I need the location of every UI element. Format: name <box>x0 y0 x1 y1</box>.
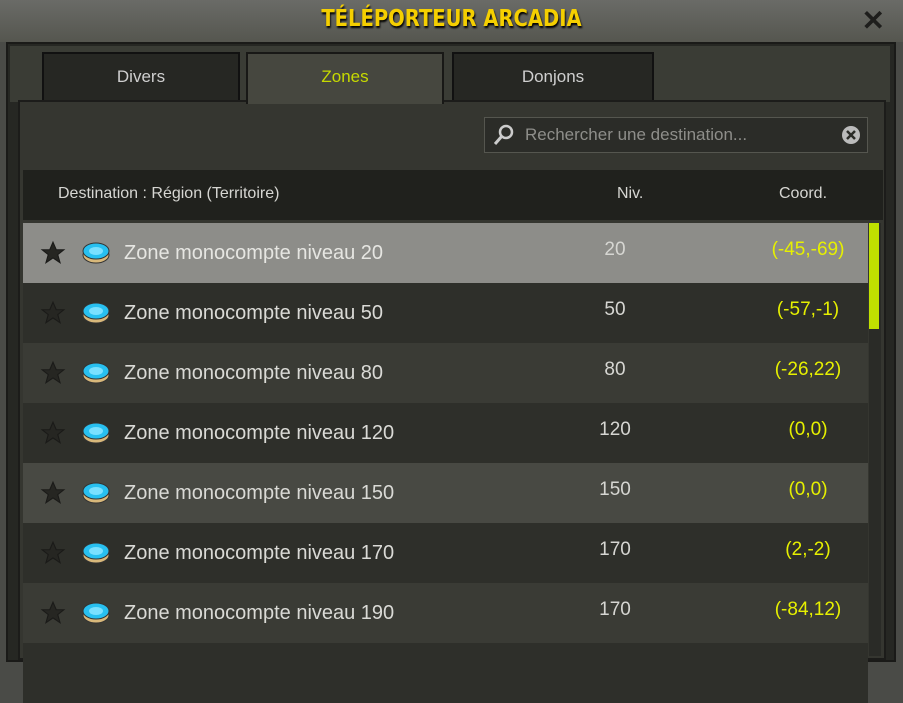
zaap-icon <box>82 602 110 624</box>
table-row[interactable]: Zone monocompte niveau 170 170 (2,-2) <box>23 523 868 583</box>
title-bar <box>0 0 903 42</box>
close-icon[interactable]: ✕ <box>861 5 885 36</box>
favorite-star-icon[interactable] <box>40 540 66 566</box>
destination-level: 170 <box>599 599 631 620</box>
favorite-star-icon[interactable] <box>40 360 66 386</box>
favorite-star-icon[interactable] <box>40 300 66 326</box>
destination-name: Zone monocompte niveau 20 <box>124 242 384 264</box>
destination-coord: (-45,-69) <box>771 239 845 260</box>
favorite-star-icon[interactable] <box>40 240 66 266</box>
search-icon <box>493 124 514 145</box>
favorite-star-icon[interactable] <box>40 420 66 446</box>
header-coord[interactable]: Coord. <box>779 185 828 202</box>
zaap-icon <box>82 362 110 384</box>
header-level[interactable]: Niv. <box>617 185 644 202</box>
destination-coord: (0,0) <box>788 479 828 500</box>
scrollbar[interactable] <box>869 223 881 656</box>
favorite-star-icon[interactable] <box>40 480 66 506</box>
table-row[interactable]: Zone monocompte niveau 80 80 (-26,22) <box>23 343 868 403</box>
destination-name: Zone monocompte niveau 120 <box>124 422 395 444</box>
zaap-icon <box>82 302 110 324</box>
destination-level: 120 <box>599 419 631 440</box>
table-row[interactable]: Zone monocompte niveau 50 50 (-57,-1) <box>23 283 868 343</box>
zaap-icon <box>82 542 110 564</box>
destination-name: Zone monocompte niveau 80 <box>124 362 384 384</box>
zaap-icon <box>82 422 110 444</box>
destination-level: 20 <box>604 239 626 260</box>
zaap-icon <box>82 482 110 504</box>
destination-coord: (0,0) <box>788 419 828 440</box>
destination-name: Zone monocompte niveau 150 <box>124 482 395 504</box>
window-title: TÉLÉPORTEUR ARCADIA <box>321 6 582 32</box>
table-row[interactable]: Zone monocompte niveau 150 150 (0,0) <box>23 463 868 523</box>
destination-name: Zone monocompte niveau 190 <box>124 602 395 624</box>
search-input[interactable] <box>525 125 841 145</box>
table-row-partial <box>23 643 868 703</box>
destination-level: 50 <box>604 299 626 320</box>
destination-level: 150 <box>599 479 631 500</box>
destination-level: 170 <box>599 539 631 560</box>
destination-name: Zone monocompte niveau 50 <box>124 302 384 324</box>
clear-search-icon[interactable] <box>841 125 861 145</box>
destination-name: Zone monocompte niveau 170 <box>124 542 395 564</box>
destination-coord: (-84,12) <box>774 599 842 620</box>
table-row[interactable]: Zone monocompte niveau 120 120 (0,0) <box>23 403 868 463</box>
tab-donjons[interactable]: Donjons <box>452 52 654 100</box>
destination-level: 80 <box>604 359 626 380</box>
table-header: Destination : Région (Territoire) Niv. C… <box>23 170 883 220</box>
tab-divers[interactable]: Divers <box>42 52 240 100</box>
table-row[interactable]: Zone monocompte niveau 20 20 (-45,-69) <box>23 223 868 283</box>
destination-coord: (-26,22) <box>774 359 842 380</box>
destination-coord: (-57,-1) <box>776 299 840 320</box>
search-box <box>484 117 868 153</box>
favorite-star-icon[interactable] <box>40 600 66 626</box>
zaap-icon <box>82 242 110 264</box>
scrollbar-thumb[interactable] <box>869 223 879 329</box>
header-destination[interactable]: Destination : Région (Territoire) <box>58 185 280 202</box>
table-row[interactable]: Zone monocompte niveau 190 170 (-84,12) <box>23 583 868 643</box>
tab-zones[interactable]: Zones <box>246 52 444 104</box>
destination-coord: (2,-2) <box>785 539 831 560</box>
